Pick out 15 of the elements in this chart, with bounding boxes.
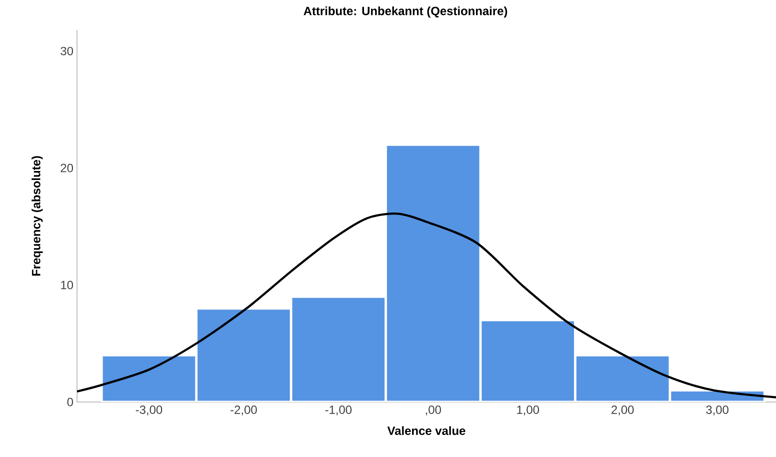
x-tick-label: ,00 — [426, 406, 441, 416]
x-tick-label: -3,00 — [136, 406, 162, 416]
y-tick-label: 20 — [60, 164, 74, 172]
x-tick-label: -2,00 — [230, 406, 257, 416]
y-axis-title: Frequency (absolute) — [32, 156, 43, 276]
y-tick-label: 10 — [61, 280, 74, 290]
y-tick-label: 0 — [67, 398, 74, 406]
x-tick-label: 3,00 — [706, 406, 728, 416]
x-tick-label: 1,00 — [517, 406, 540, 416]
chart-title: Attribute: Unbekannt (Qestionnaire) — [304, 6, 508, 18]
x-tick-label: -1,00 — [325, 406, 352, 416]
line-series — [77, 212, 776, 398]
x-axis-title: Valence value — [387, 426, 466, 436]
y-tick-label: 30 — [60, 46, 74, 56]
x-tick-label: 2,00 — [612, 406, 634, 416]
